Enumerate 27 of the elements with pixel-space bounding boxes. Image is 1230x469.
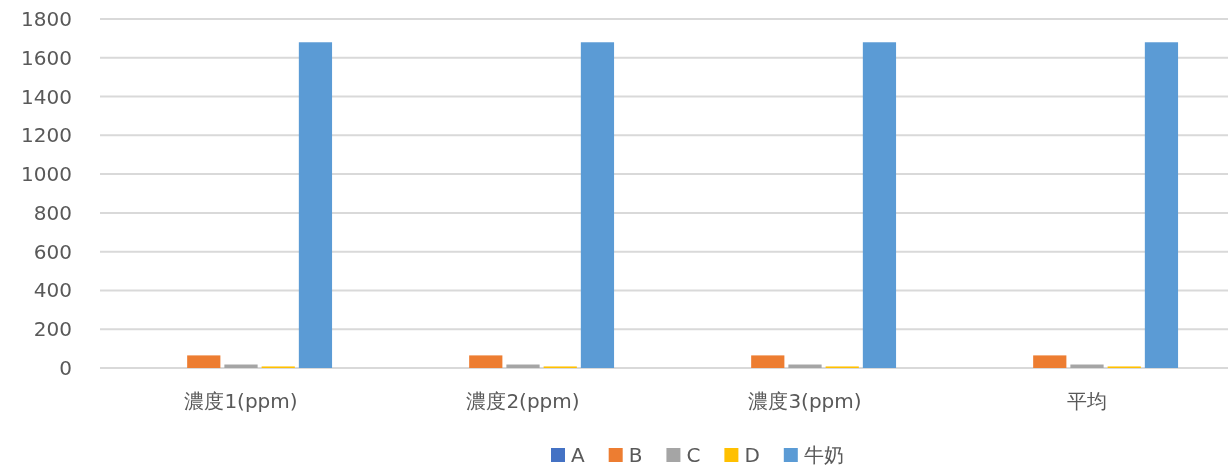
- bar: [1033, 355, 1067, 368]
- bar: [187, 355, 221, 368]
- y-tick-label: 800: [33, 200, 72, 225]
- y-tick-label: 1800: [21, 7, 72, 31]
- y-tick-label: 1200: [21, 123, 72, 148]
- legend-label: B: [628, 443, 643, 467]
- y-tick-label: 1600: [21, 45, 72, 70]
- x-tick-label: 濃度2(ppm): [466, 389, 580, 413]
- bar: [751, 355, 785, 368]
- y-tick-label: 1000: [21, 162, 72, 187]
- y-tick-label: 0: [59, 356, 72, 380]
- legend-label: 牛奶: [803, 443, 844, 467]
- y-tick-label: 200: [33, 317, 72, 342]
- y-tick-label: 1400: [21, 84, 72, 109]
- y-tick-label: 600: [33, 239, 72, 264]
- bar: [862, 42, 897, 368]
- legend-label: D: [744, 443, 760, 467]
- legend-label: C: [686, 443, 701, 467]
- x-tick-label: 平均: [1067, 389, 1107, 413]
- bar: [1144, 42, 1179, 368]
- x-tick-label: 濃度1(ppm): [184, 389, 298, 413]
- x-tick-label: 濃度3(ppm): [748, 389, 862, 413]
- bar: [298, 42, 333, 368]
- bar: [469, 355, 503, 368]
- y-tick-label: 400: [33, 278, 72, 303]
- legend-label: A: [571, 443, 585, 467]
- bar: [580, 42, 615, 368]
